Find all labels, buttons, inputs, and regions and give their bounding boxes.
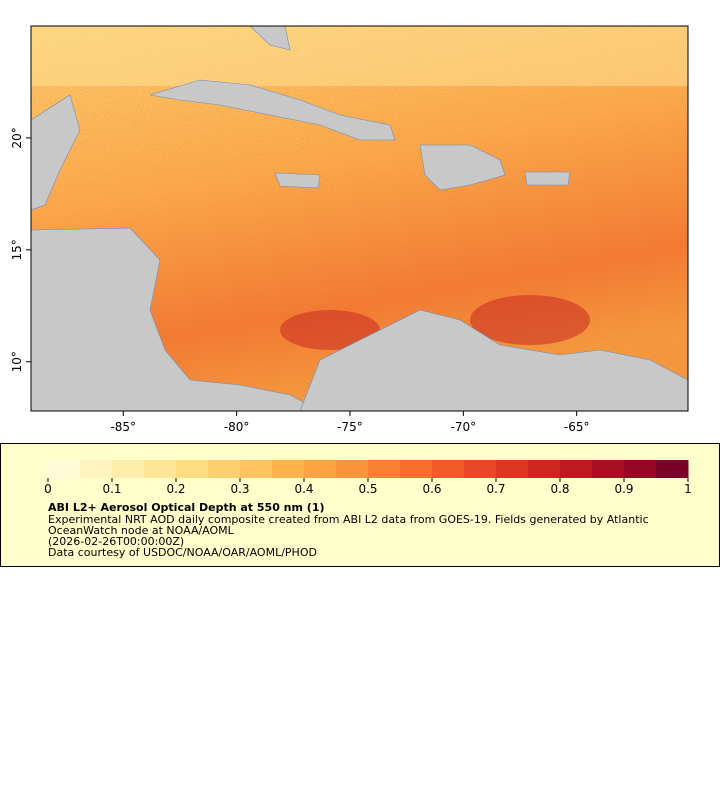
south-america <box>299 309 688 411</box>
colorbar-swatch <box>528 460 561 478</box>
yucatan <box>31 94 81 211</box>
jamaica <box>274 172 321 189</box>
colorbar-tick-label: 0.3 <box>230 482 249 496</box>
hispaniola <box>419 144 506 191</box>
colorbar-tick-label: 0.6 <box>422 482 441 496</box>
colorbar-tick-label: 0.9 <box>614 482 633 496</box>
colorbar-tick-label: 0.8 <box>550 482 569 496</box>
colorbar-swatch <box>432 460 465 478</box>
puerto-rico <box>524 171 571 186</box>
colorbar: 0 0.1 0.2 0.3 0.4 0.5 0.6 0.7 0.8 0.9 1 <box>44 460 692 496</box>
florida <box>249 26 291 51</box>
colorbar-swatch <box>304 460 337 478</box>
colorbar-tick-label: 1 <box>684 482 692 496</box>
y-tick-label: 15° <box>10 239 24 260</box>
colorbar-swatch <box>144 460 177 478</box>
legend-title: ABI L2+ Aerosol Optical Depth at 550 nm … <box>48 501 325 514</box>
colorbar-swatch <box>48 460 81 478</box>
legend-line: Data courtesy of USDOC/NOAA/OAR/AOML/PHO… <box>48 546 317 559</box>
colorbar-swatch <box>368 460 401 478</box>
central-america <box>31 227 321 411</box>
colorbar-swatch <box>112 460 145 478</box>
colorbar-swatch <box>656 460 689 478</box>
cuba <box>149 79 396 141</box>
colorbar-swatch <box>464 460 497 478</box>
legend-line: (2026-02-26T00:00:00Z) <box>48 535 184 548</box>
colorbar-tick-label: 0.4 <box>294 482 313 496</box>
aod-north <box>31 26 688 86</box>
colorbar-tick-label: 0 <box>44 482 52 496</box>
land <box>31 26 688 411</box>
colorbar-swatch <box>560 460 593 478</box>
colorbar-swatch <box>80 460 113 478</box>
colorbar-swatch <box>176 460 209 478</box>
colorbar-swatch <box>272 460 305 478</box>
aod-high <box>280 310 380 350</box>
colorbar-swatch <box>208 460 241 478</box>
colorbar-tick-label: 0.1 <box>102 482 121 496</box>
x-tick-label: -75° <box>337 420 363 434</box>
x-tick-label: -80° <box>224 420 250 434</box>
colorbar-swatch <box>400 460 433 478</box>
legend-line: Experimental NRT AOD daily composite cre… <box>48 513 649 526</box>
plot-frame <box>30 25 689 412</box>
aod-high <box>470 295 590 345</box>
x-tick-label: -70° <box>451 420 477 434</box>
x-tick-label: -85° <box>110 420 136 434</box>
x-tick-label: -65° <box>564 420 590 434</box>
map-image <box>31 26 688 411</box>
colorbar-swatch <box>496 460 529 478</box>
colorbar-tick-label: 0.2 <box>166 482 185 496</box>
colorbar-tick-label: 0.7 <box>486 482 505 496</box>
y-tick-label: 20° <box>10 127 24 148</box>
colorbar-swatch <box>240 460 273 478</box>
colorbar-swatch <box>592 460 625 478</box>
legend-line: OceanWatch node at NOAA/AOML <box>48 524 235 537</box>
axes: -85° -80° -75° -70° -65° 10° 15° 20° <box>10 127 589 434</box>
colorbar-swatch <box>624 460 657 478</box>
colorbar-swatch <box>336 460 369 478</box>
colorbar-tick-label: 0.5 <box>358 482 377 496</box>
y-tick-label: 10° <box>10 351 24 372</box>
